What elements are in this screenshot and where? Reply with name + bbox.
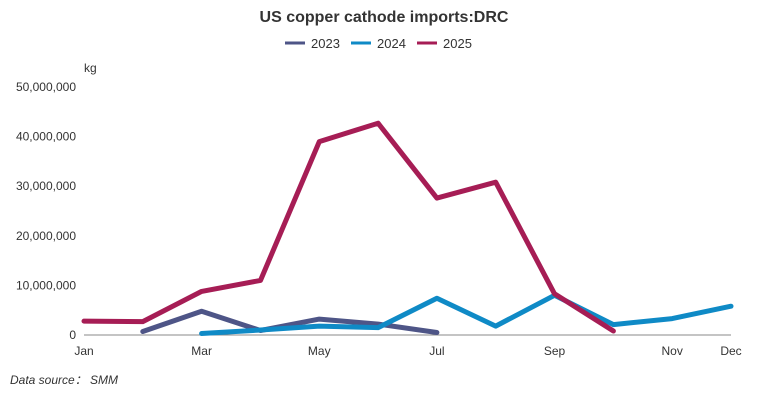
- y-tick-label: 40,000,000: [16, 130, 76, 144]
- y-tick-label: 10,000,000: [16, 278, 76, 292]
- y-axis-unit: kg: [84, 61, 97, 75]
- y-axis: 0 10,000,000 20,000,000 30,000,000 40,000,00…: [16, 80, 76, 342]
- legend-label: 2025: [443, 36, 472, 51]
- series-lines: [81, 120, 734, 336]
- legend-item-2025[interactable]: 2025: [417, 36, 472, 51]
- legend: 2023 2024 2025: [285, 36, 472, 51]
- x-tick-label: Jul: [429, 344, 444, 358]
- legend-label: 2023: [311, 36, 340, 51]
- y-tick-label: 30,000,000: [16, 179, 76, 193]
- y-tick-label: 50,000,000: [16, 80, 76, 94]
- x-tick-label: May: [308, 344, 331, 358]
- x-tick-label: Nov: [662, 344, 683, 358]
- data-source: Data source： SMM: [10, 373, 118, 387]
- x-tick-label: Jan: [74, 344, 93, 358]
- y-tick-label: 20,000,000: [16, 229, 76, 243]
- series-line-2024: [199, 292, 734, 336]
- x-axis: Jan Mar May Jul Sep Nov Dec: [74, 344, 741, 358]
- y-tick-label: 0: [69, 328, 76, 342]
- x-tick-label: Dec: [720, 344, 741, 358]
- series-line-2025: [81, 120, 616, 334]
- x-tick-label: Sep: [544, 344, 566, 358]
- legend-item-2024[interactable]: 2024: [351, 36, 406, 51]
- chart-title: US copper cathode imports:DRC: [260, 9, 509, 26]
- x-tick-label: Mar: [191, 344, 212, 358]
- legend-label: 2024: [377, 36, 406, 51]
- legend-item-2023[interactable]: 2023: [285, 36, 340, 51]
